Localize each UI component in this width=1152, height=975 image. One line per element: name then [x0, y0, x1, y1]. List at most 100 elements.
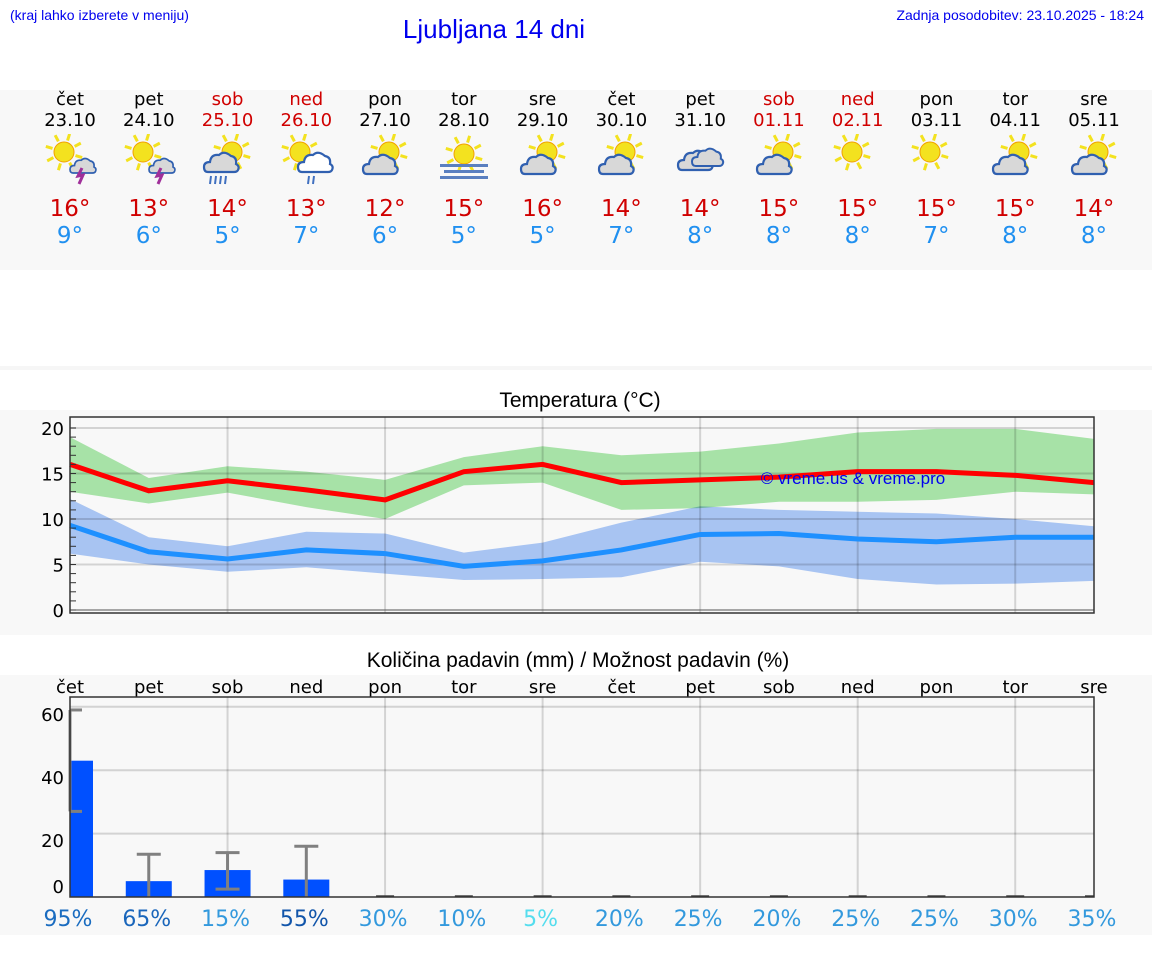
sun-cloud-icon — [755, 134, 802, 176]
sun-icon — [911, 134, 950, 171]
x-category-label: tor — [451, 677, 477, 698]
x-category-label: pet — [134, 677, 164, 698]
min-temp: 9° — [56, 223, 84, 249]
sun-cloud-thunder-icon — [45, 134, 97, 185]
temperature-chart-title: Temperatura (°C) — [499, 389, 660, 412]
plot-frame — [69, 416, 1095, 614]
forecast-day: pet 24.10 13° 6° — [109, 90, 189, 250]
max-temp: 15° — [837, 196, 879, 222]
divider — [0, 366, 1152, 370]
precipitation-probability: 5% — [523, 907, 558, 932]
forecast-day: sob 01.11 15° 8° — [739, 90, 819, 250]
y-tick-label: 60 — [41, 705, 64, 726]
day-date: 01.11 — [753, 110, 805, 131]
min-temp: 8° — [687, 223, 714, 249]
day-name: pet — [133, 89, 164, 110]
x-category-label: čet — [56, 677, 84, 698]
day-name: tor — [451, 89, 477, 110]
forecast-day: pet 31.10 14° 8° — [660, 90, 740, 250]
x-category-label: tor — [1002, 677, 1028, 698]
max-temp: 14° — [207, 196, 248, 222]
max-temp: 16° — [49, 196, 91, 222]
precipitation-probability: 30% — [359, 907, 408, 932]
precipitation-probability: 10% — [437, 907, 486, 932]
precipitation-chart-background — [0, 675, 1152, 935]
precipitation-chart-title: Količina padavin (mm) / Možnost padavin … — [367, 649, 790, 672]
day-name: sob — [211, 89, 244, 110]
x-category-label: pon — [920, 677, 954, 698]
day-name: čet — [55, 89, 85, 110]
x-category-label: sob — [763, 677, 795, 698]
min-temp-range-band — [70, 498, 1094, 585]
min-temp: 8° — [765, 223, 792, 249]
x-category-label: ned — [841, 677, 875, 698]
watermark: © vreme.us & vreme.pro — [761, 469, 945, 488]
x-category-label: sob — [212, 677, 244, 698]
day-name: pon — [919, 89, 954, 110]
max-temp: 14° — [600, 196, 642, 222]
forecast-day: ned 26.10 13° 7° — [266, 90, 346, 250]
sun-cloud-icon — [519, 134, 566, 176]
day-date: 05.11 — [1068, 110, 1120, 131]
min-temp: 8° — [844, 223, 871, 249]
forecast-day: tor 28.10 15° 5° — [424, 90, 504, 250]
precipitation-bar — [70, 760, 93, 897]
sun-cloud-icon — [1070, 134, 1117, 176]
day-date: 29.10 — [516, 110, 569, 131]
forecast-day: čet 23.10 16° 9° — [30, 90, 110, 250]
max-temp: 13° — [285, 196, 327, 222]
precipitation-probability: 25% — [910, 907, 959, 932]
x-category-label: ned — [289, 677, 323, 698]
day-name: pon — [368, 89, 402, 110]
day-date: 04.11 — [989, 110, 1041, 131]
forecast-day: sre 05.11 14° 8° — [1054, 90, 1134, 250]
max-temp: 14° — [679, 196, 721, 222]
day-date: 26.10 — [280, 110, 333, 131]
forecast-strip — [0, 90, 1152, 270]
min-temp: 7° — [923, 223, 950, 249]
x-category-label: pon — [368, 677, 402, 698]
sun-cloud-icon — [361, 134, 408, 176]
day-date: 03.11 — [910, 110, 963, 131]
forecast-day: čet 30.10 14° 7° — [581, 90, 661, 250]
y-tick-label: 40 — [41, 768, 64, 789]
forecast-day: pon 27.10 12° 6° — [345, 90, 425, 250]
precipitation-probability: 20% — [752, 907, 801, 932]
max-temp: 15° — [758, 196, 800, 222]
sun-icon — [833, 134, 871, 171]
min-temp: 5° — [529, 223, 556, 249]
y-tick-label: 15 — [41, 465, 64, 486]
day-name: sob — [763, 89, 795, 110]
y-tick-label: 0 — [53, 877, 64, 898]
day-name: tor — [1002, 89, 1028, 110]
sun-fog-icon — [439, 135, 488, 179]
forecast-day: pon 03.11 15° 7° — [896, 90, 976, 250]
min-temp: 8° — [1002, 223, 1029, 249]
max-temp: 15° — [994, 196, 1036, 222]
y-tick-label: 0 — [53, 601, 64, 622]
x-category-label: sre — [529, 677, 556, 698]
precipitation-probability: 25% — [674, 907, 723, 932]
day-date: 24.10 — [123, 110, 175, 131]
y-tick-label: 5 — [53, 556, 64, 577]
day-name: čet — [607, 89, 636, 110]
x-category-label: pet — [685, 677, 715, 698]
location-hint: (kraj lahko izberete v meniju) — [10, 7, 189, 23]
max-temp: 13° — [128, 196, 170, 222]
y-tick-label: 20 — [41, 419, 64, 440]
day-name: pet — [685, 89, 715, 110]
sun-cloud-icon — [992, 134, 1038, 176]
max-temp-line — [69, 461, 1095, 503]
day-date: 23.10 — [44, 110, 96, 131]
precipitation-probability: 25% — [831, 907, 880, 932]
max-temp: 16° — [522, 196, 563, 222]
min-temp: 7° — [293, 223, 320, 249]
day-name: sre — [1080, 89, 1108, 110]
min-temp: 5° — [450, 223, 477, 249]
precipitation-probability: 35% — [1068, 907, 1117, 932]
precipitation-probability: 95% — [44, 907, 93, 932]
page-title: Ljubljana 14 dni — [402, 14, 586, 44]
min-temp: 5° — [214, 223, 241, 249]
sun-cloud-light-rain-icon — [281, 134, 335, 185]
sun-cloud-icon — [598, 134, 644, 176]
